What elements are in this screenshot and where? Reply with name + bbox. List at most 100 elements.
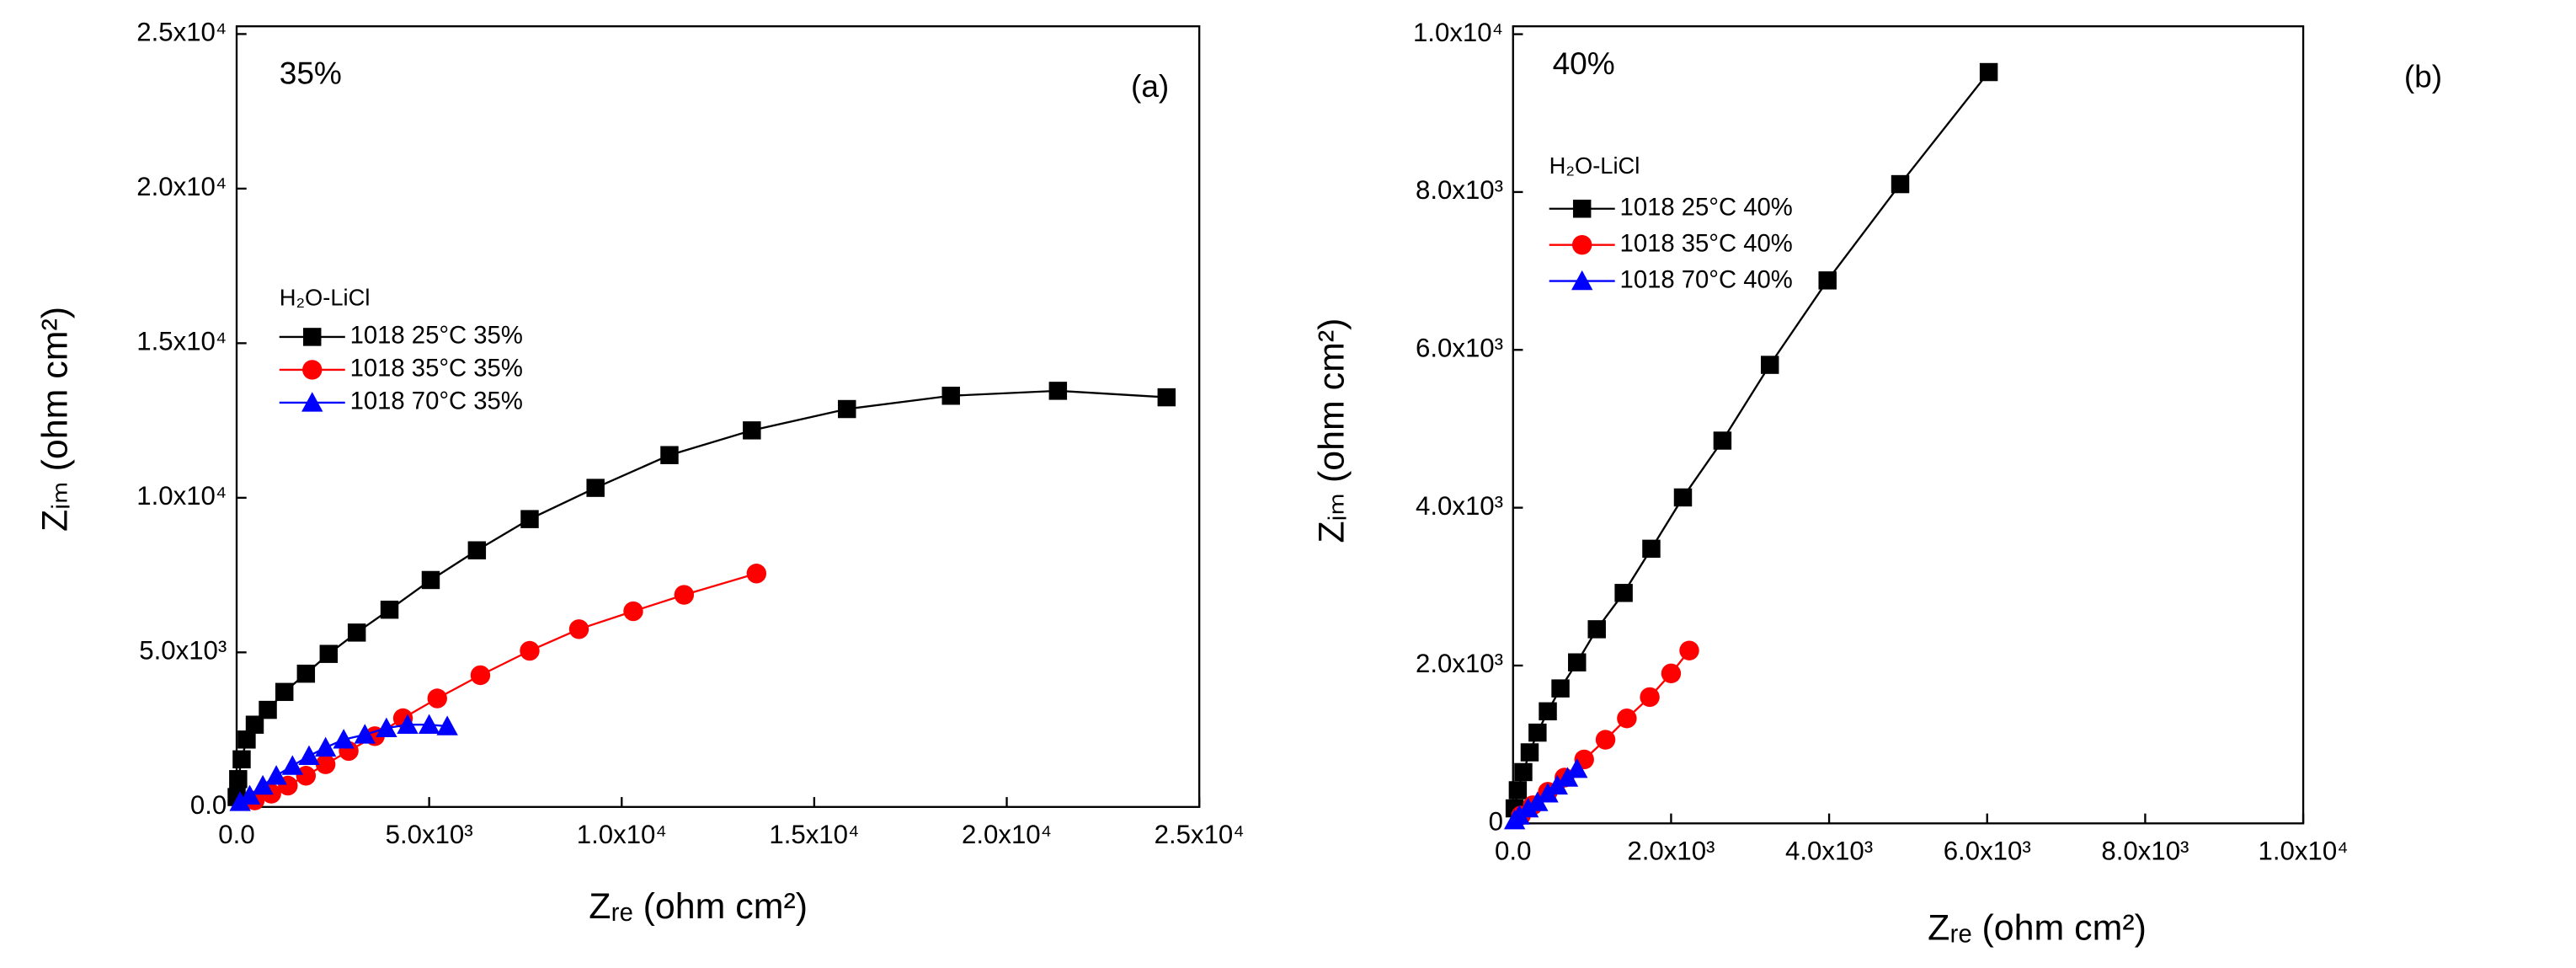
marker-triangle: [314, 736, 337, 757]
x-tick-label: 2.0x10⁴: [962, 820, 1052, 849]
y-tick-label: 5.0x10³: [139, 636, 227, 666]
marker-circle: [520, 640, 540, 661]
marker-triangle: [1537, 783, 1559, 803]
marker-triangle: [1556, 767, 1579, 787]
marker-square: [1514, 762, 1533, 782]
series-line: [1513, 71, 1990, 809]
marker-triangle: [1566, 758, 1588, 778]
legend-label: 1018 25°C 35%: [350, 323, 523, 350]
marker-square: [1520, 743, 1539, 762]
x-tick-label: 6.0x10³: [1944, 837, 2031, 866]
marker-circle: [1595, 730, 1616, 750]
legend-title: H₂O-LiCl: [1549, 152, 1640, 179]
marker-circle: [315, 754, 336, 774]
marker-square: [586, 479, 605, 497]
legend-marker: [302, 360, 323, 380]
marker-circle: [296, 766, 317, 786]
legend-label: 1018 35°C 40%: [1620, 230, 1793, 257]
marker-triangle: [418, 714, 440, 734]
marker-square: [1528, 723, 1547, 742]
legend-marker: [1572, 200, 1592, 218]
marker-circle: [746, 564, 767, 584]
marker-square: [1048, 382, 1068, 400]
marker-square: [520, 510, 539, 528]
x-tick-label: 1.5x10⁴: [769, 820, 859, 849]
legend-title: H₂O-LiCl: [280, 284, 371, 310]
panel-label: (a): [1131, 68, 1169, 104]
y-tick-label: 0.0: [190, 790, 227, 820]
legend-label: 1018 70°C 35%: [350, 388, 523, 415]
marker-square: [232, 750, 251, 769]
plot-frame: [235, 25, 1201, 808]
y-tick-label: 6.0x10³: [1416, 334, 1503, 363]
marker-square: [245, 715, 264, 734]
marker-square: [319, 644, 339, 663]
marker-square: [1539, 702, 1557, 721]
marker-square: [421, 570, 440, 590]
marker-circle: [1617, 709, 1637, 729]
marker-square: [1642, 539, 1661, 559]
annotation: 35%: [280, 56, 342, 91]
marker-square: [275, 682, 294, 702]
marker-square: [1587, 620, 1606, 639]
y-tick-label: 4.0x10³: [1416, 491, 1503, 521]
marker-triangle: [1503, 809, 1526, 830]
legend-marker: [1571, 270, 1593, 291]
marker-circle: [674, 585, 695, 605]
marker-square: [1673, 488, 1693, 507]
y-axis-label: Zᵢₘ (ohm cm²): [35, 307, 76, 532]
marker-circle: [1661, 663, 1682, 684]
marker-square: [1818, 271, 1837, 290]
x-tick-label: 4.0x10³: [1785, 837, 1873, 866]
marker-circle: [568, 619, 589, 639]
y-tick-label: 1.0x10⁴: [136, 481, 227, 511]
marker-square: [1157, 388, 1176, 407]
marker-triangle: [265, 765, 287, 785]
y-tick-label: 1.0x10⁴: [1413, 18, 1503, 47]
marker-square: [1760, 356, 1779, 374]
y-tick-label: 2.0x10³: [1416, 649, 1503, 678]
marker-square: [229, 770, 248, 789]
marker-triangle: [281, 755, 303, 775]
marker-circle: [623, 601, 643, 622]
y-tick-label: 1.5x10⁴: [136, 327, 227, 356]
marker-square: [347, 623, 366, 642]
legend-marker: [301, 392, 323, 412]
marker-circle: [427, 688, 447, 709]
y-tick-label: 0: [1489, 807, 1503, 837]
marker-square: [941, 387, 960, 405]
marker-square: [1551, 679, 1570, 698]
legend-label: 1018 25°C 40%: [1620, 194, 1793, 221]
marker-square: [1614, 584, 1633, 602]
marker-triangle: [333, 729, 355, 749]
legend-marker: [303, 328, 322, 346]
marker-square: [838, 399, 856, 419]
plot-frame: [1512, 25, 2305, 825]
y-axis-label: Zᵢₘ (ohm cm²): [1311, 318, 1352, 543]
annotation: 40%: [1553, 45, 1615, 81]
marker-square: [237, 730, 256, 749]
panel-label: (b): [2404, 58, 2442, 94]
marker-square: [380, 600, 399, 619]
marker-triangle: [298, 745, 320, 766]
legend-label: 1018 70°C 40%: [1620, 266, 1793, 293]
x-tick-label: 0.0: [1495, 837, 1531, 866]
marker-triangle: [252, 774, 274, 795]
marker-square: [1979, 62, 1998, 82]
y-tick-label: 2.0x10⁴: [136, 172, 227, 201]
marker-circle: [470, 665, 491, 686]
x-tick-label: 5.0x10³: [386, 820, 473, 849]
marker-square: [1508, 781, 1528, 800]
x-axis-label: Zᵣₑ (ohm cm²): [1928, 907, 2147, 948]
marker-square: [259, 700, 277, 719]
marker-triangle: [1546, 774, 1568, 795]
y-tick-label: 2.5x10⁴: [136, 18, 227, 47]
marker-circle: [1640, 687, 1660, 708]
marker-square: [1568, 653, 1587, 671]
marker-square: [467, 541, 487, 559]
marker-triangle: [354, 724, 376, 744]
x-tick-label: 2.0x10³: [1627, 837, 1715, 866]
marker-triangle: [397, 714, 419, 734]
